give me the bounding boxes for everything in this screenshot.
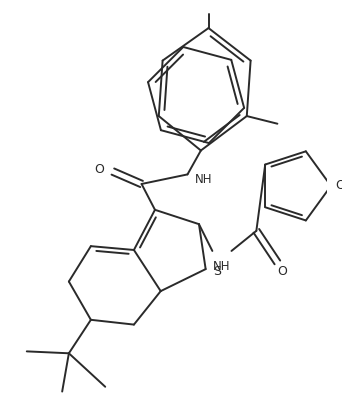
Text: S: S	[213, 266, 221, 279]
Text: NH: NH	[195, 173, 213, 186]
Text: O: O	[336, 179, 342, 192]
Text: O: O	[277, 266, 287, 279]
Text: NH: NH	[213, 259, 231, 272]
Text: O: O	[94, 163, 104, 176]
